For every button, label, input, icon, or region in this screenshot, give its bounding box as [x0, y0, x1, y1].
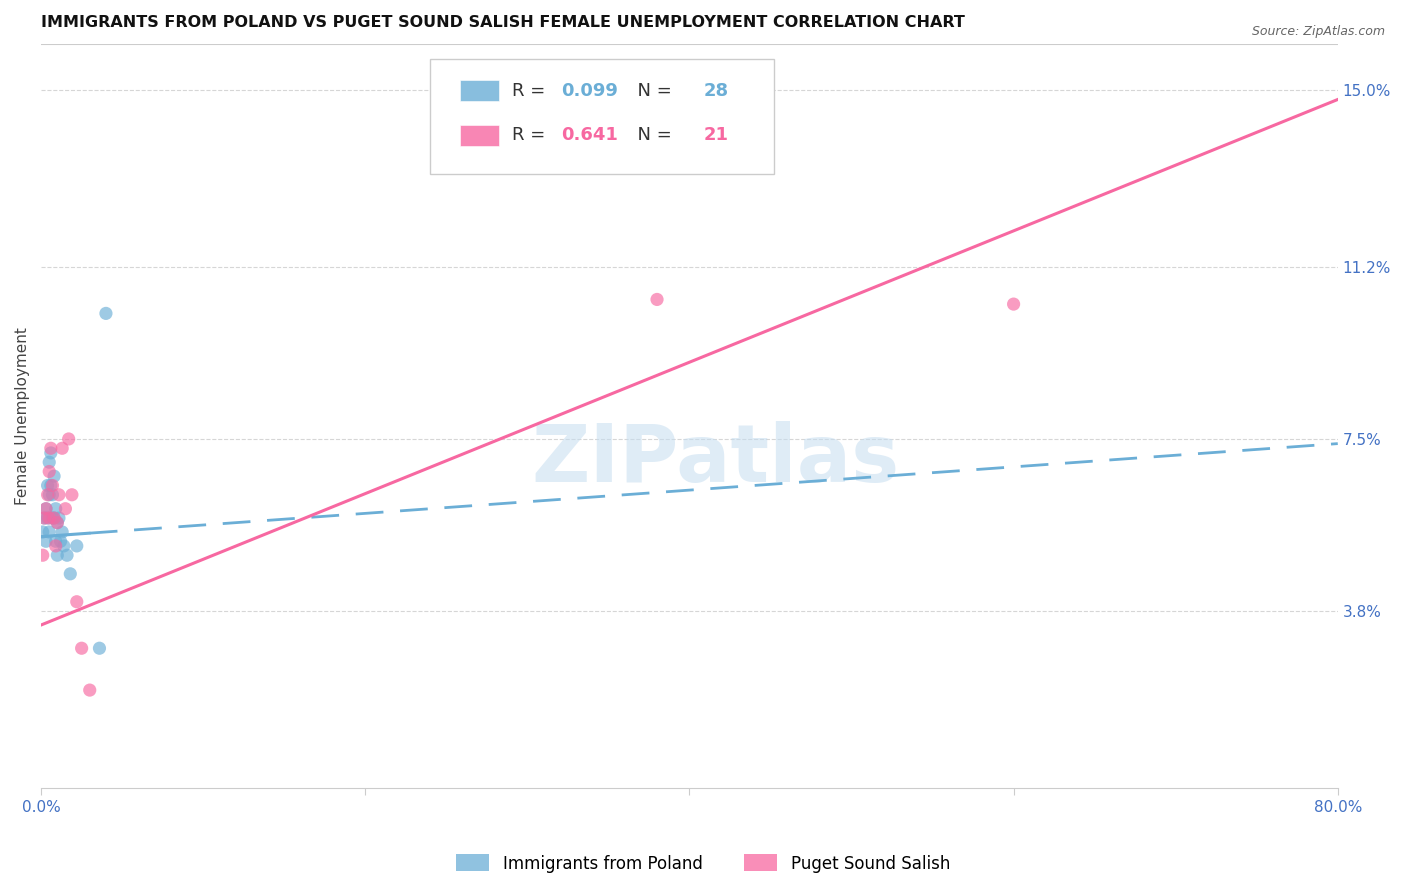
Point [38, 488, 60, 502]
Text: R =: R = [512, 126, 551, 145]
Point [41, 511, 63, 525]
Y-axis label: Female Unemployment: Female Unemployment [15, 326, 30, 505]
Point [35, 501, 58, 516]
Point [59, 566, 82, 581]
Point [37, 488, 59, 502]
Point [38, 524, 60, 539]
Point [60, 488, 83, 502]
Legend: Immigrants from Poland, Puget Sound Salish: Immigrants from Poland, Puget Sound Sali… [449, 847, 957, 880]
Point [46, 516, 69, 530]
Point [35, 501, 58, 516]
Text: R =: R = [512, 81, 551, 100]
Point [46, 548, 69, 562]
Text: IMMIGRANTS FROM POLAND VS PUGET SOUND SALISH FEMALE UNEMPLOYMENT CORRELATION CHA: IMMIGRANTS FROM POLAND VS PUGET SOUND SA… [41, 15, 965, 30]
Point [49, 534, 72, 549]
Point [55, 501, 77, 516]
Point [1002, 297, 1025, 311]
Point [48, 511, 70, 525]
Point [51, 442, 73, 456]
Point [645, 293, 668, 307]
Point [37, 478, 59, 492]
Point [45, 534, 67, 549]
Point [35, 534, 58, 549]
FancyBboxPatch shape [460, 125, 499, 145]
Point [56, 548, 79, 562]
Point [39, 442, 62, 456]
Point [51, 524, 73, 539]
Point [38, 455, 60, 469]
Point [66, 539, 89, 553]
Point [31, 524, 53, 539]
Point [34, 511, 56, 525]
Point [45, 539, 67, 553]
Point [38, 511, 60, 525]
Point [42, 511, 65, 525]
Point [39, 478, 62, 492]
Point [66, 595, 89, 609]
Point [42, 469, 65, 483]
Point [52, 539, 75, 553]
Point [48, 488, 70, 502]
Text: ZIPatlas: ZIPatlas [531, 421, 900, 500]
Point [41, 488, 63, 502]
Point [38, 465, 60, 479]
Text: N =: N = [626, 126, 678, 145]
Point [58, 432, 80, 446]
Point [70, 641, 93, 656]
Point [37, 511, 59, 525]
Text: 21: 21 [703, 126, 728, 145]
Point [31, 548, 53, 562]
Point [89, 641, 111, 656]
Point [46, 516, 69, 530]
Point [79, 683, 101, 698]
Point [45, 501, 67, 516]
FancyBboxPatch shape [430, 59, 773, 174]
Point [34, 511, 56, 525]
Text: 0.099: 0.099 [561, 81, 619, 100]
Text: Source: ZipAtlas.com: Source: ZipAtlas.com [1251, 25, 1385, 38]
Point [42, 511, 65, 525]
Text: 28: 28 [703, 81, 728, 100]
FancyBboxPatch shape [460, 80, 499, 101]
Point [41, 478, 63, 492]
Text: 0.641: 0.641 [561, 126, 619, 145]
Text: N =: N = [626, 81, 678, 100]
Point [39, 446, 62, 460]
Point [94, 306, 117, 320]
